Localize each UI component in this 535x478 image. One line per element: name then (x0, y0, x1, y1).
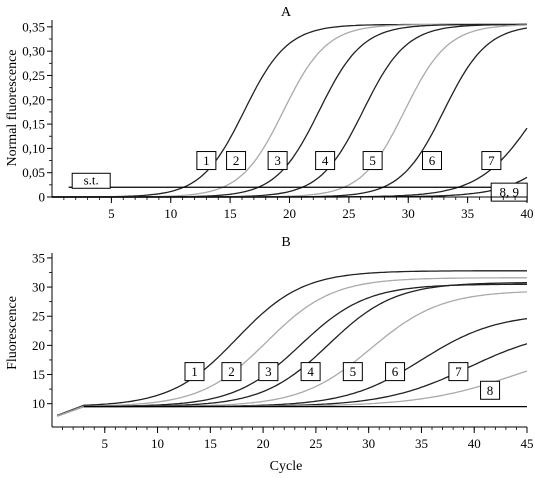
series-label-box (315, 151, 336, 171)
series-label-box (342, 362, 363, 382)
y-tick-label: 0,35 (22, 19, 45, 34)
series-label: 6 (392, 364, 399, 379)
panel-b-title: B (281, 235, 290, 250)
series-label-box (196, 151, 217, 171)
panel-a-ylabel: Normal fluorescence (5, 50, 20, 167)
series-label: 1 (203, 153, 210, 168)
y-tick-label: 0,10 (22, 141, 45, 156)
series-label-box (422, 151, 442, 171)
series-line-3 (57, 283, 527, 417)
threshold-label: s.t. (84, 172, 99, 187)
x-tick-label: 30 (362, 436, 375, 451)
series-label: 2 (228, 364, 235, 379)
series-label: 2 (233, 153, 240, 168)
series-label-box (300, 362, 321, 382)
y-tick-label: 35 (32, 250, 45, 265)
series-label: 7 (488, 153, 495, 168)
x-tick-label: 20 (283, 206, 296, 221)
panel-a-axes: 5 10 15 20 25 30 35 4000,050,100,150,200,250,30… (22, 19, 533, 221)
x-tick-label: 5 (102, 436, 109, 451)
series-line-5 (52, 24, 528, 198)
x-tick-label: 30 (402, 206, 415, 221)
series-label-box (184, 362, 205, 382)
series-label: 3 (265, 364, 272, 379)
series-label: 8, 9 (499, 185, 519, 200)
series-label: 1 (191, 364, 198, 379)
y-tick-label: 0,05 (22, 165, 45, 180)
x-tick-label: 15 (224, 206, 237, 221)
y-tick-label: 0,20 (22, 92, 45, 107)
x-tick-label: 20 (257, 436, 270, 451)
panel-b-ylabel: Fluorescence (5, 296, 20, 370)
y-tick-label: 30 (32, 280, 45, 295)
panel-a-chart: A Normal fluorescence s.t. 1 2 3 4 5 6 7 8, 9 5 1… (5, 5, 534, 221)
x-tick-label: 5 (108, 206, 115, 221)
y-tick-label: 0,30 (22, 44, 45, 59)
series-label: 7 (455, 364, 462, 379)
series-label-box (385, 362, 406, 382)
series-label: 8 (487, 383, 494, 398)
series-label: 5 (369, 153, 376, 168)
y-tick-label: 0 (39, 190, 46, 205)
series-label: 4 (307, 364, 314, 379)
x-tick-label: 25 (309, 436, 322, 451)
x-tick-label: 15 (204, 436, 217, 451)
series-line-5 (57, 291, 528, 417)
panel-b-annotations: 1 2 3 4 5 6 7 8 (83, 362, 527, 408)
x-tick-label: 35 (461, 206, 474, 221)
y-tick-label: 20 (32, 338, 45, 353)
panel-b-chart: B Fluorescence Cycle 1 2 3 4 5 6 78 5 10 15 20 25 3… (5, 235, 534, 474)
series-label: 5 (350, 364, 357, 379)
y-tick-label: 0,15 (22, 117, 45, 132)
series-line-1 (52, 23, 527, 198)
series-line-1 (57, 270, 527, 416)
series-line-6 (52, 27, 528, 198)
panel-b-curves (57, 270, 528, 417)
y-tick-label: 10 (32, 396, 45, 411)
series-label-box (481, 151, 502, 171)
x-tick-label: 40 (468, 436, 481, 451)
x-tick-label: 45 (521, 436, 534, 451)
panel-a-curves (52, 23, 528, 198)
panel-b-xlabel: Cycle (270, 459, 303, 474)
series-line-4 (52, 23, 527, 198)
series-label-box (221, 362, 242, 382)
y-tick-label: 0,25 (22, 68, 45, 83)
series-line-3 (52, 23, 527, 198)
series-label: 4 (322, 153, 329, 168)
series-label-box (448, 362, 469, 382)
x-tick-label: 10 (164, 206, 177, 221)
x-tick-label: 35 (415, 436, 428, 451)
series-label: 3 (274, 153, 281, 168)
x-tick-label: 25 (342, 206, 355, 221)
y-tick-label: 15 (32, 367, 45, 382)
series-line-2 (52, 23, 527, 198)
series-label: 6 (429, 153, 436, 168)
series-label-box (362, 151, 383, 171)
x-tick-label: 40 (521, 206, 534, 221)
panel-a-title: A (281, 5, 292, 20)
series-label-box (267, 151, 288, 171)
threshold-label-box (71, 172, 111, 189)
series-label-box (258, 362, 279, 382)
series-line-2 (57, 277, 527, 417)
panel-a-annotations: s.t. 1 2 3 4 5 6 7 8, 9 (68, 151, 528, 202)
series-label-box (480, 380, 501, 400)
x-tick-label: 10 (151, 436, 164, 451)
y-tick-label: 25 (32, 309, 45, 324)
series-label-box (226, 151, 247, 171)
